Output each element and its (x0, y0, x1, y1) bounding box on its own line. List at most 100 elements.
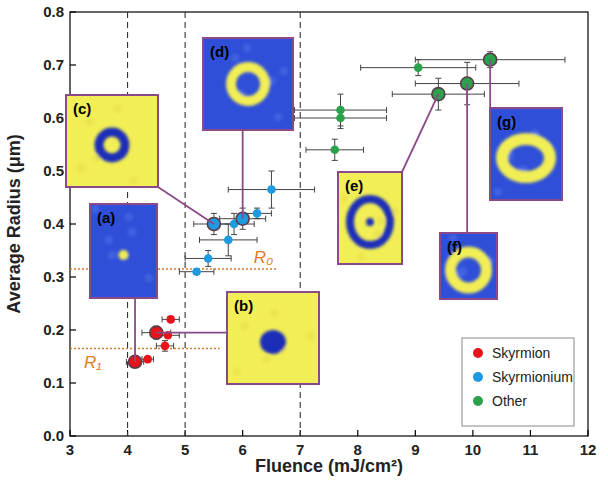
data-point (204, 254, 213, 263)
x-tick (69, 430, 70, 436)
y-error-cap (332, 139, 338, 140)
inset-texture (494, 188, 502, 196)
x-tick-label: 6 (238, 441, 246, 458)
x-error-cap (126, 359, 127, 365)
inset-connector (134, 298, 136, 362)
inset-ring (350, 199, 390, 245)
x-error-cap (564, 57, 565, 63)
x-error-cap (294, 115, 295, 121)
inset-border (227, 292, 319, 384)
x-error-cap (392, 91, 393, 97)
y-tick-label: 0.6 (43, 109, 64, 126)
inset-feature (77, 105, 138, 185)
inset-border (490, 108, 562, 200)
inset-background (203, 38, 293, 130)
inset-texture (377, 217, 385, 225)
x-error-cap (179, 269, 180, 275)
x-error-cap (475, 65, 476, 71)
data-point (336, 114, 345, 123)
legend: SkyrmionSkyrmioniumOther (462, 338, 574, 426)
y-tick (70, 329, 76, 330)
x-error-cap (199, 237, 200, 243)
inset-texture (85, 118, 93, 126)
y-error-cap (211, 234, 217, 235)
x-error-cap (179, 316, 180, 322)
x-tick (472, 430, 473, 436)
inset-texture (108, 251, 116, 259)
inset-label: (d) (210, 43, 229, 60)
inset-texture (114, 105, 122, 113)
error-bar (200, 224, 258, 256)
y-tick-label: 0.2 (43, 321, 64, 338)
y-error-cap (231, 213, 237, 214)
data-point (166, 315, 175, 324)
data-point (224, 236, 233, 245)
inset-texture (125, 213, 133, 221)
inset-feature (233, 309, 315, 376)
inset-texture (280, 67, 288, 75)
reference-label: R₀ (254, 248, 273, 267)
data-point (253, 209, 262, 218)
x-error-cap (518, 81, 519, 87)
x-error-cap (257, 237, 258, 243)
inset-texture (130, 177, 138, 185)
x-error-cap (173, 343, 174, 349)
inset-core (366, 218, 374, 226)
inset-connector (466, 84, 468, 233)
inset-border (338, 172, 402, 264)
inset-label: (g) (497, 113, 516, 130)
inset-background (227, 292, 319, 384)
inset-connector (402, 94, 438, 172)
inset-image (203, 38, 293, 130)
inset-connector (489, 60, 491, 108)
inset-label: (f) (447, 238, 462, 255)
inset-label: (b) (234, 297, 253, 314)
inset-background (440, 233, 497, 299)
x-tick (242, 430, 243, 436)
reference-hline (70, 348, 220, 349)
y-tick-label: 0.0 (43, 427, 64, 444)
inset-texture (128, 228, 136, 236)
y-error-cap (338, 128, 344, 129)
inset-texture (105, 236, 113, 244)
x-tick (357, 430, 358, 436)
chart: 34567891011120.00.10.20.30.40.50.60.70.8… (0, 0, 608, 483)
inset-background (66, 95, 158, 187)
y-error-cap (338, 125, 344, 126)
inset-image (66, 95, 158, 187)
y-tick-label: 0.5 (43, 162, 64, 179)
y-error-cap (464, 62, 470, 63)
x-error-cap (386, 115, 387, 121)
inset-background (490, 108, 562, 200)
inset-feature (231, 44, 288, 121)
x-tick (530, 430, 531, 436)
y-error-cap (205, 250, 211, 251)
inset-label: (c) (73, 100, 91, 117)
inset-border (203, 38, 293, 130)
y-tick (70, 223, 76, 224)
x-axis-title: Fluence (mJ/cm²) (255, 456, 403, 476)
inset-image (90, 204, 157, 298)
inset-connector (158, 187, 214, 224)
y-tick-label: 0.3 (43, 268, 64, 285)
y-tick-label: 0.1 (43, 374, 64, 391)
inset-texture (243, 44, 251, 52)
x-tick-label: 4 (123, 441, 132, 458)
x-tick-label: 3 (66, 441, 74, 458)
inset-ring (502, 139, 550, 177)
data-point (330, 146, 339, 155)
error-bar (306, 139, 364, 160)
y-tick (70, 276, 76, 277)
error-bar (185, 251, 231, 267)
x-error-cap (228, 187, 229, 193)
y-tick-label: 0.7 (43, 56, 64, 73)
inset-texture (307, 332, 315, 340)
x-error-cap (231, 255, 232, 261)
data-point (336, 106, 345, 115)
inset-feature (340, 194, 399, 261)
inset-texture (357, 253, 365, 261)
x-tick (415, 430, 416, 436)
inset-texture (77, 164, 85, 172)
data-point (414, 63, 423, 72)
x-tick-label: 12 (580, 441, 597, 458)
